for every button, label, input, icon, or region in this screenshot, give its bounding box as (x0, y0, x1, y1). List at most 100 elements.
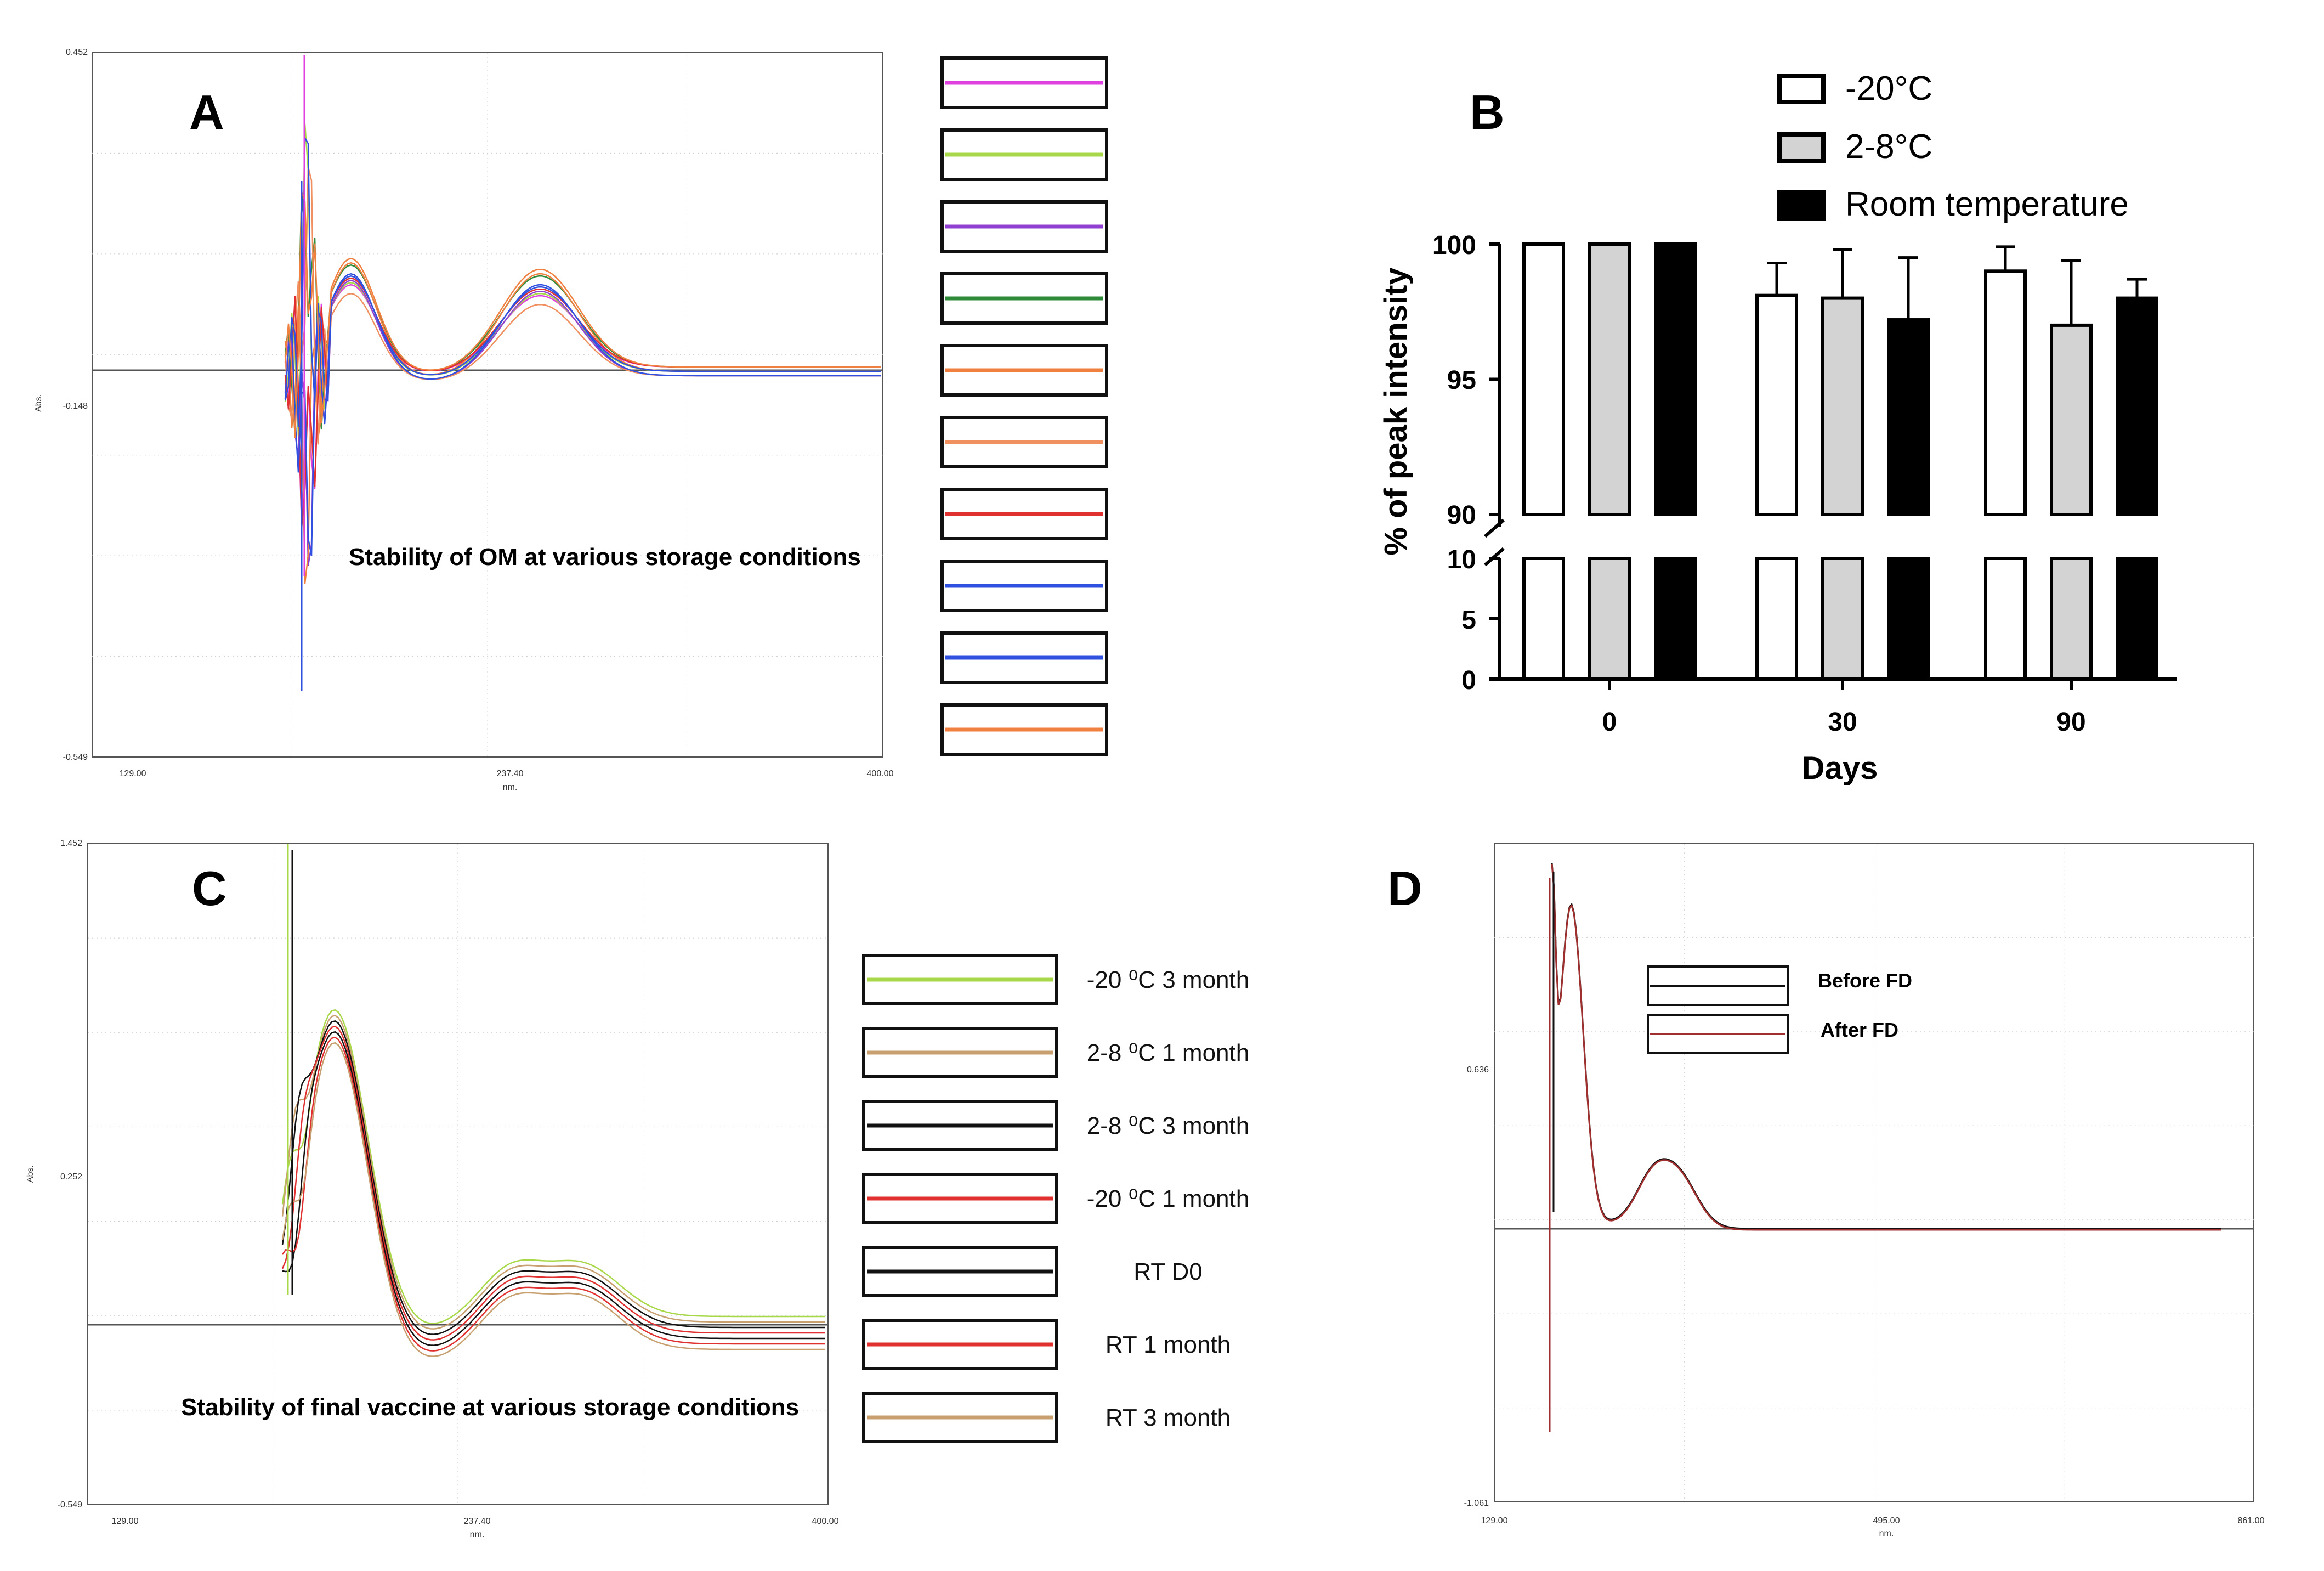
a-spectra (284, 55, 881, 691)
c-xlabel: nm. (470, 1530, 485, 1539)
b-bar-upper (1821, 296, 1864, 516)
spectrum-line (281, 1020, 825, 1335)
b-bar-upper (2116, 296, 2158, 516)
c-xtick-0: 129.00 (112, 1517, 139, 1526)
b-bar-lower (1522, 557, 1565, 681)
a-panel-letter: A (189, 85, 224, 139)
panel-d: D 0.636 -1.061 129.00 495.00 861.00 nm. … (1371, 812, 2324, 1568)
c-xtick-2: 400.00 (812, 1517, 839, 1526)
b-xtick-30: 30 (1828, 708, 1857, 737)
a-gridlines (92, 53, 883, 757)
c-spectra (281, 844, 825, 1357)
b-bar-upper (1984, 269, 2027, 516)
spectrum-line (282, 1031, 825, 1346)
b-ytick-90: 90 (1447, 501, 1476, 530)
b-bar-lower (1588, 557, 1631, 681)
a-xlabel: nm. (503, 783, 518, 792)
spectrum-line (284, 167, 881, 445)
b-bar-lower (1984, 557, 2027, 681)
b-bar-lower (1887, 557, 1930, 681)
panel-c-svg: 1.452 0.252 -0.549 Abs. 129.00 237.40 40… (26, 839, 1249, 1539)
b-ytick-5: 5 (1461, 606, 1476, 635)
b-tick-marks (1489, 242, 2073, 690)
d-xlabel: nm. (1879, 1529, 1894, 1538)
spectrum-line (281, 1009, 825, 1324)
a-annotation: Stability of OM at various storage condi… (349, 544, 861, 570)
legend-label: RT 3 month (1106, 1404, 1231, 1431)
b-bar-upper (1588, 242, 1631, 516)
spectrum-line (281, 1036, 825, 1352)
spectrum-line (284, 273, 881, 556)
d-legend-label-1: After FD (1821, 1019, 1898, 1041)
c-ytick-top: 1.452 (60, 839, 82, 848)
d-panel-letter: D (1387, 861, 1422, 916)
d-legend: Before FD After FD (1647, 965, 1912, 1054)
a-legend: 2-8 ⁰C 1 month-20 ⁰C 1 month-20 ⁰C 2 mon… (940, 56, 1304, 756)
b-bar-upper (1887, 318, 1930, 516)
b-bar-lower (1654, 557, 1697, 681)
d-legend-label-0: Before FD (1818, 969, 1912, 992)
d-gridlines (1494, 844, 2254, 1502)
c-legend: -20 ⁰C 3 month 2-8 ⁰C 1 month 2-8 ⁰C 3 mon… (862, 954, 1249, 1443)
b-legend-label-0: -20°C (1845, 70, 1932, 108)
spectrum-line (281, 1042, 825, 1357)
b-xtick-0: 0 (1602, 708, 1617, 737)
b-break-mark-upper (1484, 518, 1505, 538)
panel-c: 1.452 0.252 -0.549 Abs. 129.00 237.40 40… (0, 812, 1316, 1568)
spectrum-line (284, 135, 881, 427)
b-xtick-90: 90 (2056, 708, 2085, 737)
b-legend-swatch-1 (1777, 132, 1826, 163)
b-legend-label-1: 2-8°C (1845, 128, 1932, 166)
b-legend: -20°C 2-8°C Room temperature (1777, 70, 2129, 223)
a-xtick-2: 400.00 (867, 769, 894, 778)
spectrum-line (1551, 864, 2221, 1231)
panel-b: B -20°C 2-8°C Room temperature % of peak… (1360, 38, 2324, 806)
c-gridlines (88, 844, 828, 1505)
b-legend-swatch-2 (1777, 190, 1826, 221)
spectrum-line (284, 191, 881, 438)
a-xtick-1: 237.40 (497, 769, 524, 778)
spectrum-line (284, 123, 881, 437)
legend-label: -20 ⁰C 1 month (1087, 1185, 1249, 1212)
a-ylabel: Abs. (34, 394, 43, 412)
c-ytick-bottom: -0.549 (58, 1500, 82, 1510)
legend-label: 2-8 ⁰C 3 month (1087, 1112, 1249, 1139)
b-bar-lower (1821, 557, 1864, 681)
b-bar-upper (1755, 293, 1798, 516)
b-bar-upper (1522, 242, 1565, 516)
b-bar-lower (2050, 557, 2093, 681)
c-xtick-1: 237.40 (464, 1517, 491, 1526)
b-xlabel: Days (1802, 750, 1878, 786)
b-bars (1522, 242, 2158, 681)
b-ytick-95: 95 (1447, 366, 1476, 395)
panel-a-svg: 0.452 -0.148 -0.549 Abs. 129.00 237.40 4… (34, 48, 1304, 792)
a-ytick-top: 0.452 (66, 48, 88, 57)
spectrum-line (284, 284, 881, 524)
panel-a: 0.452 -0.148 -0.549 Abs. 129.00 237.40 4… (0, 0, 1304, 812)
legend-label: 2-8 ⁰C 1 month (1087, 1039, 1249, 1066)
b-ytick-10: 10 (1447, 545, 1476, 574)
c-panel-letter: C (192, 861, 227, 916)
d-xtick-1: 495.00 (1873, 1516, 1900, 1525)
a-ytick-mid: -0.148 (63, 402, 88, 411)
legend-label: RT 1 month (1106, 1331, 1231, 1358)
b-bar-upper (1654, 242, 1697, 516)
b-ytick-100: 100 (1432, 231, 1476, 260)
b-bar-upper (2050, 323, 2093, 517)
b-legend-label-2: Room temperature (1845, 185, 2129, 223)
d-spectra (1549, 863, 2221, 1432)
d-ytick-top: 0.636 (1467, 1065, 1489, 1075)
panel-d-svg: D 0.636 -1.061 129.00 495.00 861.00 nm. … (1387, 843, 2265, 1538)
d-xtick-2: 861.00 (2238, 1516, 2265, 1525)
b-bar-lower (1755, 557, 1798, 681)
d-xtick-0: 129.00 (1481, 1516, 1508, 1525)
panel-b-svg: B -20°C 2-8°C Room temperature % of peak… (1378, 70, 2177, 786)
b-legend-swatch-0 (1777, 74, 1826, 104)
spectrum-line (281, 1014, 825, 1330)
b-ylabel: % of peak intensity (1378, 267, 1414, 555)
c-ylabel: Abs. (26, 1165, 35, 1183)
c-annotation: Stability of final vaccine at various st… (181, 1394, 799, 1421)
legend-label: -20 ⁰C 3 month (1087, 967, 1249, 993)
spectrum-line (281, 1025, 825, 1341)
a-xtick-0: 129.00 (120, 769, 146, 778)
